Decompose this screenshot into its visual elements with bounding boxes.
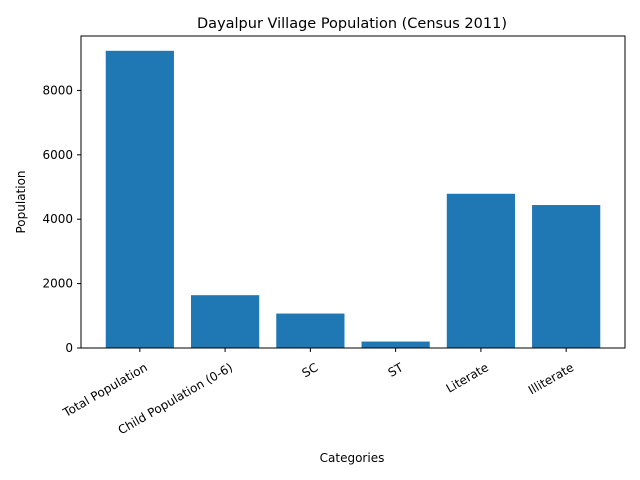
bar-4 bbox=[446, 193, 516, 348]
y-tick-label: 6000 bbox=[42, 148, 73, 162]
y-tick-label: 0 bbox=[65, 341, 73, 355]
chart-title: Dayalpur Village Population (Census 2011… bbox=[197, 16, 507, 32]
x-tick-label: SC bbox=[300, 360, 321, 380]
y-axis: 0 2000 4000 6000 8000 bbox=[42, 83, 81, 355]
y-tick-label: 4000 bbox=[42, 212, 73, 226]
x-tick-label: Total Population bbox=[60, 360, 150, 420]
bar-0 bbox=[105, 50, 174, 348]
bar-1 bbox=[190, 295, 260, 348]
bars-layer bbox=[105, 50, 601, 348]
plot-frame bbox=[80, 35, 626, 349]
y-tick-label: 8000 bbox=[42, 83, 73, 97]
x-axis-title: Categories bbox=[320, 451, 385, 465]
x-tick-label: Literate bbox=[444, 360, 491, 395]
bar-3 bbox=[361, 341, 430, 348]
bar-2 bbox=[276, 313, 345, 348]
y-tick-label: 2000 bbox=[42, 277, 73, 291]
y-axis-title: Population bbox=[14, 170, 28, 233]
x-tick-label: Illiterate bbox=[526, 360, 576, 397]
x-tick-label: ST bbox=[386, 360, 407, 380]
bar-5 bbox=[532, 205, 601, 348]
